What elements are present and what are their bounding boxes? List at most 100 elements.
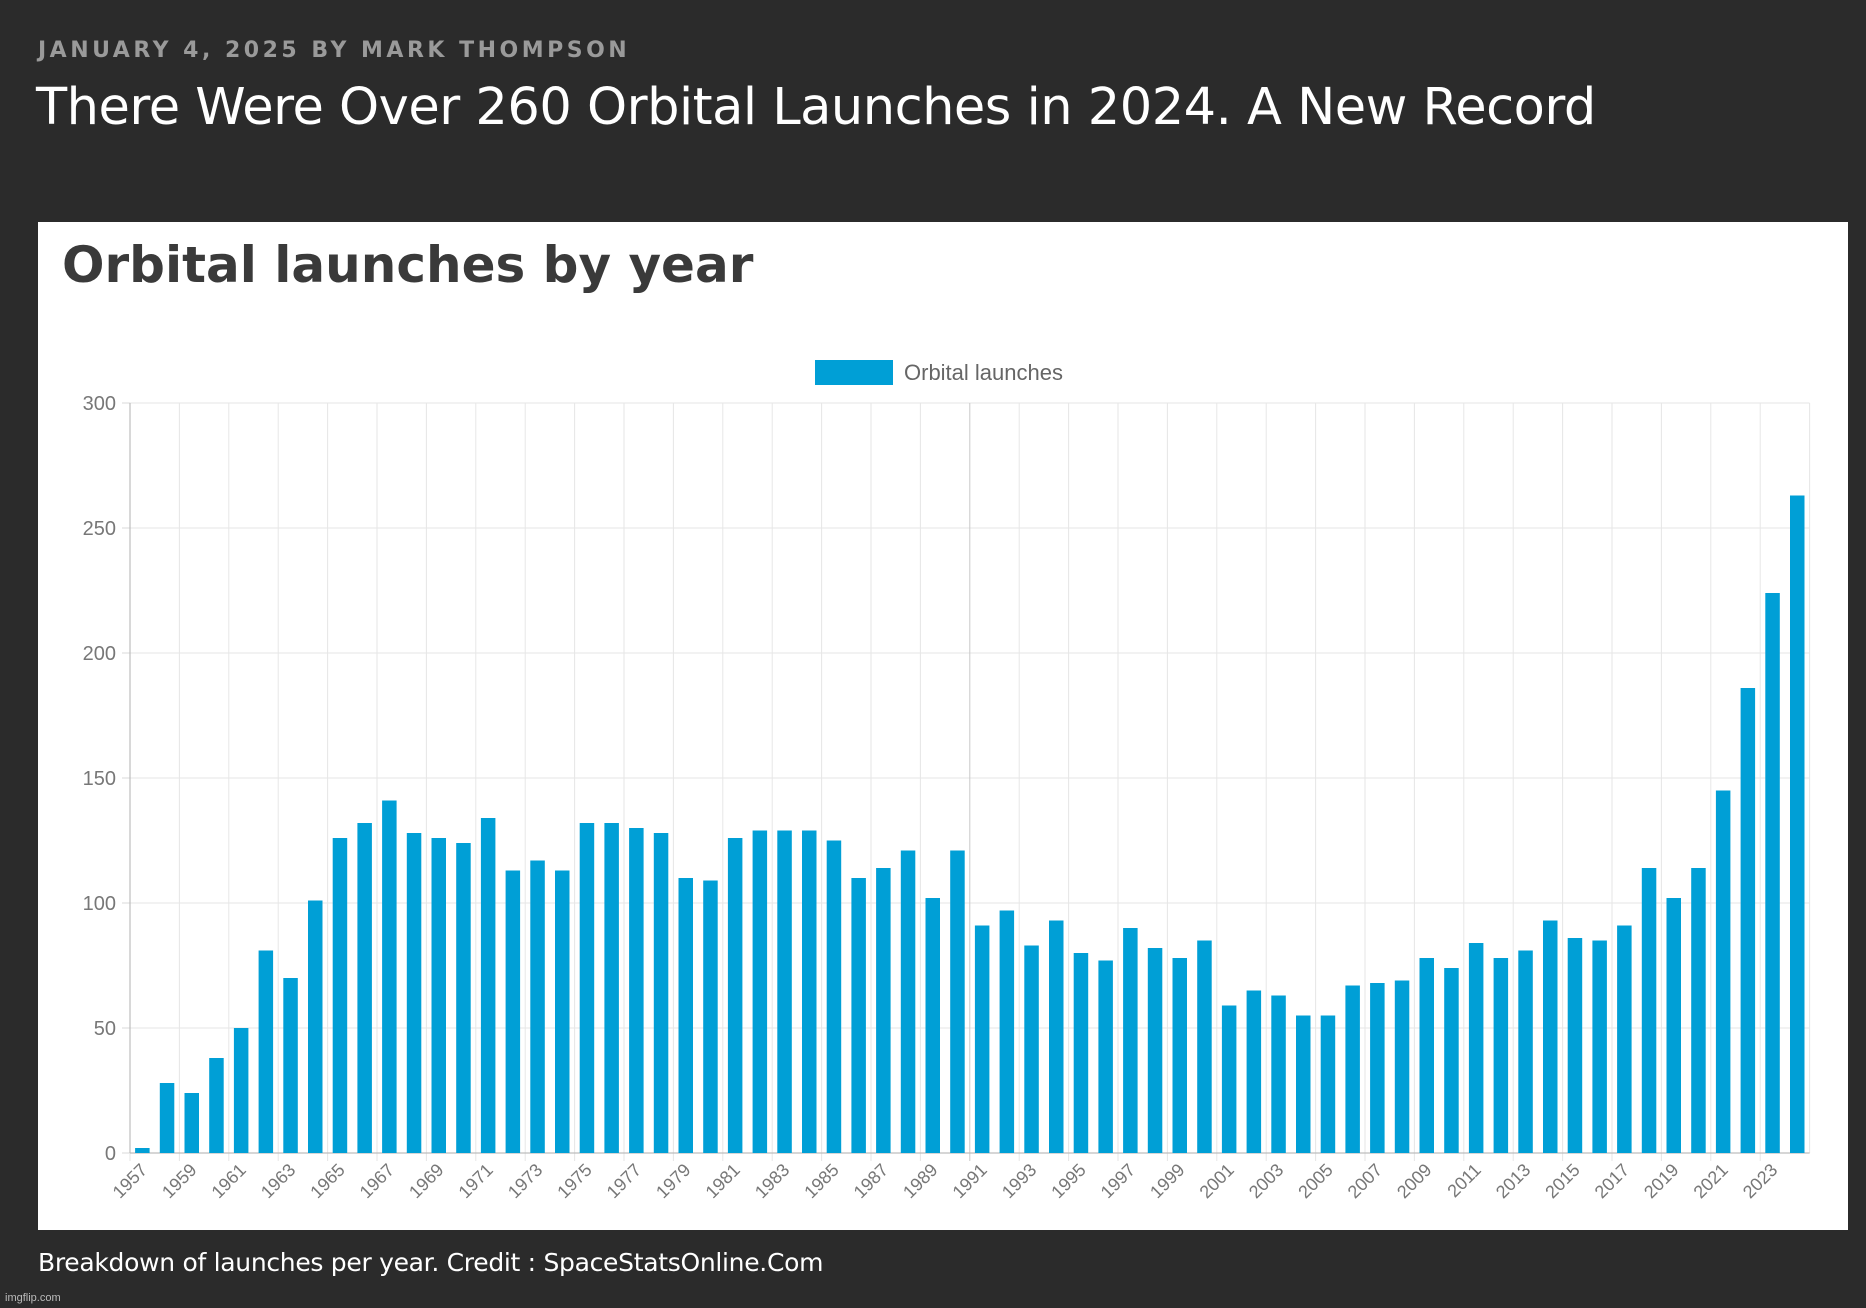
- legend[interactable]: Orbital launches: [815, 360, 1063, 385]
- x-tick-label: 2009: [1393, 1160, 1435, 1202]
- bar-1972: 1972: 113: [505, 870, 521, 1153]
- bar-1962: 1962: 81: [258, 950, 274, 1153]
- bars: 1957: 2 1958: 28 1959: 24 1960: 38 1961: 50 1…: [135, 495, 1805, 1153]
- bar-2003: 2003: 63: [1271, 995, 1286, 1153]
- bar-1965: 1965: 126: [332, 838, 348, 1153]
- bar-2012: 2012: 78: [1493, 958, 1509, 1153]
- bar-1964: 1964: 101: [308, 900, 323, 1153]
- bar-1957: 1957: 2: [135, 1148, 150, 1153]
- x-tick-label: 1989: [899, 1160, 941, 1202]
- chart-card: Orbital launches by year 1957: 2 1958: 28…: [38, 222, 1848, 1230]
- bar-2011: 2011: 84: [1468, 943, 1484, 1153]
- y-tick-label: 200: [83, 643, 116, 665]
- x-tick-label: 2003: [1245, 1160, 1287, 1202]
- bar-2017: 2017: 91: [1617, 925, 1632, 1153]
- bar-2022: 2022: 186: [1740, 688, 1756, 1153]
- article-byline: January 4, 2025 by Mark Thompson: [38, 38, 631, 63]
- bar-2020: 2020: 114: [1691, 868, 1706, 1153]
- bar-1988: 1988: 121: [900, 850, 916, 1153]
- bar-1968: 1968: 128: [406, 833, 422, 1153]
- y-tick-label: 100: [83, 893, 116, 915]
- bar-1995: 1995: 80: [1073, 953, 1089, 1153]
- bar-2024: 2024: 263: [1790, 495, 1805, 1153]
- bar-2018: 2018: 114: [1641, 868, 1657, 1153]
- bar-1980: 1980: 109: [703, 880, 718, 1153]
- x-tick-label: 1965: [306, 1160, 348, 1202]
- bar-1987: 1987: 114: [876, 868, 891, 1153]
- bar-1977: 1977: 130: [629, 828, 644, 1153]
- x-tick-label: 1987: [850, 1160, 892, 1202]
- x-tick-label: 2015: [1541, 1160, 1583, 1202]
- bar-1960: 1960: 38: [209, 1058, 224, 1153]
- bar-1990: 1990: 121: [950, 850, 965, 1153]
- x-tick-label: 2021: [1690, 1160, 1732, 1202]
- x-tick-label: 1997: [1097, 1160, 1139, 1202]
- x-tick-label: 2007: [1344, 1160, 1386, 1202]
- bar-1976: 1976: 132: [604, 823, 619, 1153]
- bar-1985: 1985: 125: [826, 840, 842, 1153]
- x-tick-label: 1959: [158, 1160, 200, 1202]
- watermark: imgflip.com: [5, 1292, 61, 1304]
- bar-1984: 1984: 129: [802, 830, 817, 1153]
- bar-1996: 1996: 77: [1098, 960, 1113, 1153]
- bar-chart: 1957: 2 1958: 28 1959: 24 1960: 38 1961: 50 1…: [83, 360, 1811, 1202]
- x-tick-label: 1963: [257, 1160, 299, 1202]
- bar-1958: 1958: 28: [159, 1083, 175, 1153]
- bar-1994: 1994: 93: [1049, 920, 1064, 1153]
- bar-1961: 1961: 50: [233, 1028, 249, 1153]
- bar-1992: 1992: 97: [999, 910, 1015, 1153]
- y-tick-label: 300: [83, 393, 116, 415]
- bar-2021: 2021: 145: [1715, 790, 1731, 1153]
- bar-1989: 1989: 102: [925, 898, 940, 1153]
- x-tick-label: 2005: [1294, 1160, 1336, 1202]
- bar-1975: 1975: 132: [579, 823, 595, 1153]
- x-tick-label: 1973: [504, 1160, 546, 1202]
- bar-2007: 2007: 68: [1370, 983, 1385, 1153]
- x-tick-label: 1977: [603, 1160, 645, 1202]
- bar-1979: 1979: 110: [678, 878, 693, 1153]
- x-tick-label: 1991: [949, 1160, 991, 1202]
- x-tick-label: 1995: [1047, 1160, 1089, 1202]
- bar-2010: 2010: 74: [1444, 968, 1459, 1153]
- bar-1982: 1982: 129: [752, 830, 768, 1153]
- bar-2006: 2006: 67: [1345, 985, 1360, 1153]
- bar-1966: 1966: 132: [357, 823, 372, 1153]
- bar-2015: 2015: 86: [1567, 938, 1583, 1153]
- chart-title: Orbital launches by year: [62, 236, 754, 294]
- bar-1986: 1986: 110: [851, 878, 866, 1153]
- x-tick-label: 2013: [1492, 1160, 1534, 1202]
- x-tick-label: 1979: [652, 1160, 694, 1202]
- legend-swatch[interactable]: [815, 360, 893, 385]
- y-tick-label: 150: [83, 768, 116, 790]
- bar-2008: 2008: 69: [1394, 980, 1410, 1153]
- bar-2005: 2005: 55: [1320, 1015, 1336, 1153]
- y-tick-label: 250: [83, 518, 116, 540]
- bar-2019: 2019: 102: [1666, 898, 1681, 1153]
- bar-1983: 1983: 129: [777, 830, 792, 1153]
- bar-2004: 2004: 55: [1296, 1015, 1311, 1153]
- bar-2014: 2014: 93: [1543, 920, 1558, 1153]
- bar-1963: 1963: 70: [283, 978, 298, 1153]
- image-caption: Breakdown of launches per year. Credit :…: [38, 1248, 824, 1277]
- bar-1997: 1997: 90: [1123, 928, 1138, 1153]
- x-tick-label: 2017: [1591, 1160, 1633, 1202]
- bar-1991: 1991: 91: [974, 925, 990, 1153]
- legend-label[interactable]: Orbital launches: [904, 360, 1063, 385]
- bar-1974: 1974: 113: [555, 870, 570, 1153]
- article-headline: There Were Over 260 Orbital Launches in …: [36, 78, 1596, 137]
- x-tick-label: 2011: [1443, 1160, 1485, 1202]
- x-tick-label: 1967: [356, 1160, 398, 1202]
- bar-2016: 2016: 85: [1592, 940, 1607, 1153]
- bar-1967: 1967: 141: [382, 800, 397, 1153]
- bar-1973: 1973: 117: [530, 860, 545, 1153]
- y-tick-label: 50: [94, 1018, 116, 1040]
- bar-2000: 2000: 85: [1197, 940, 1212, 1153]
- x-tick-label: 2019: [1640, 1160, 1682, 1202]
- x-tick-label: 1961: [208, 1160, 250, 1202]
- bar-1959: 1959: 24: [184, 1093, 199, 1153]
- bar-2001: 2001: 59: [1221, 1005, 1237, 1153]
- bar-1969: 1969: 126: [431, 838, 446, 1153]
- bar-1971: 1971: 134: [480, 818, 496, 1153]
- x-tick-label: 1983: [751, 1160, 793, 1202]
- y-tick-labels: 0 50 100 150 200 250 300: [83, 393, 116, 1165]
